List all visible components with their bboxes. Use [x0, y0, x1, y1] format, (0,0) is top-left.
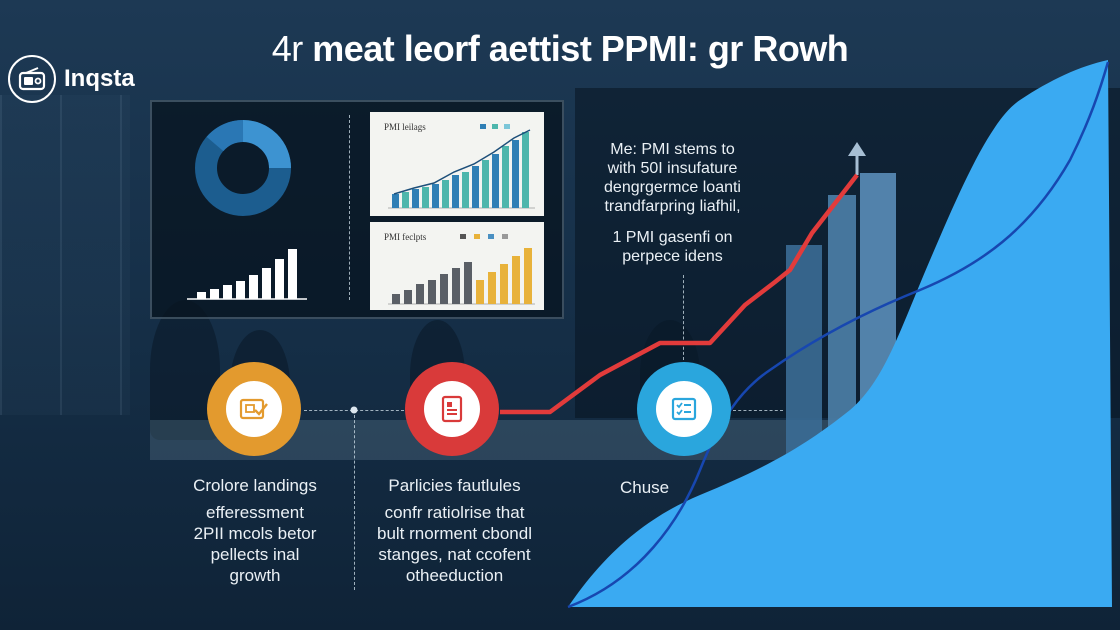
- callout-line: dengrgermce loanti: [604, 179, 741, 196]
- step-2-text: Parlicies fautlules confr ratiolrise tha…: [362, 475, 547, 586]
- bar: [210, 289, 219, 299]
- step-line: growth: [229, 566, 281, 585]
- growth-area-blue: [568, 60, 1112, 607]
- step-line: Chuse: [620, 478, 670, 497]
- step-line: bult rnorment cbondl: [377, 524, 532, 543]
- step-line: Crolore landings: [193, 476, 317, 495]
- connector-dot: [350, 406, 358, 414]
- background-window-left: [0, 95, 130, 415]
- brand-logo: Inqsta: [8, 55, 135, 103]
- bar: [249, 275, 258, 299]
- donut-chart: [195, 120, 291, 216]
- step-1-text: Crolore landings efferessment 2PII mcols…: [170, 475, 340, 586]
- step-divider: [354, 410, 355, 590]
- donut-slice-highlight: [242, 120, 291, 169]
- callout-connector: [683, 275, 684, 360]
- brand-name: Inqsta: [64, 65, 135, 92]
- step-line: pellects inal: [210, 545, 300, 564]
- step-line: otheeduction: [405, 566, 504, 585]
- bar: [236, 281, 245, 299]
- callout-line: trandfarpring liafhil,: [604, 198, 741, 215]
- page-title: 4r meat leorf aettist PPMI: gr Rowh: [0, 28, 1120, 70]
- white-bar-chart: [187, 249, 307, 300]
- arrow-up-icon-head: [848, 142, 866, 156]
- bar: [275, 259, 284, 299]
- chart-card-title: PMI feclpts: [384, 232, 427, 242]
- title-prefix: 4r: [271, 28, 304, 69]
- step-connector: [733, 410, 783, 411]
- tablet-check-icon: [226, 381, 282, 437]
- chart-card-bottom: PMI feclpts: [370, 222, 544, 310]
- bar: [197, 292, 206, 299]
- step-line: efferessment: [206, 503, 304, 522]
- step-2-badge: [405, 362, 499, 456]
- trend-line-red: [500, 173, 859, 415]
- callout-text: Me: PMI stems to with 50I insufature den…: [580, 140, 765, 266]
- step-3-text: Chuse: [600, 477, 720, 498]
- bar: [262, 268, 271, 299]
- checklist-icon: [656, 381, 712, 437]
- step-line: 2PII mcols betor: [193, 524, 317, 543]
- document-icon: [424, 381, 480, 437]
- bar: [288, 249, 297, 299]
- stacked-bars-teal: [388, 124, 535, 209]
- chart-card-title: PMI leilags: [384, 122, 426, 132]
- bar: [223, 285, 232, 299]
- callout-line: perpece idens: [622, 248, 723, 265]
- chart-card-top: PMI leilags: [370, 112, 544, 216]
- step-line: stanges, nat ccofent: [378, 545, 531, 564]
- step-1-badge: [207, 362, 301, 456]
- panel-divider: [349, 115, 350, 300]
- growth-curve-dark: [567, 61, 1110, 609]
- bars-gray-gold: [388, 234, 535, 305]
- donut-slice-secondary: [206, 120, 244, 152]
- step-line: Parlicies fautlules: [388, 476, 521, 495]
- step-line: confr ratiolrise that: [384, 503, 525, 522]
- callout-line: with 50I insufature: [607, 160, 738, 177]
- callout-line: Me: PMI stems to: [610, 141, 735, 158]
- radio-icon: [8, 55, 56, 103]
- title-main: meat leorf aettist PPMI: gr Rowh: [302, 28, 849, 69]
- callout-line: 1 PMI gasenfi on: [612, 229, 733, 246]
- step-3-badge: [637, 362, 731, 456]
